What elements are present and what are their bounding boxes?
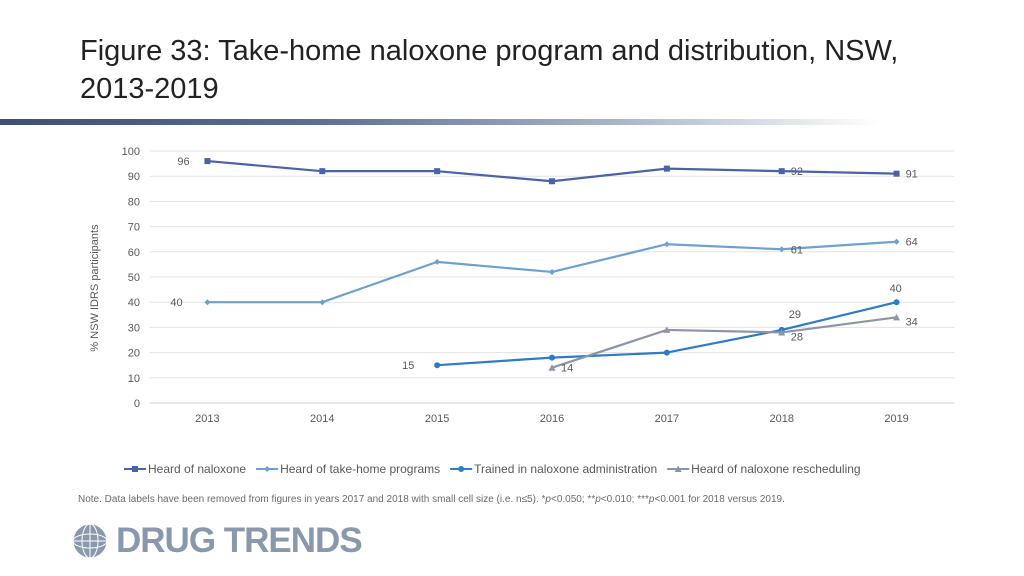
data-point	[548, 364, 556, 371]
series-line	[551, 316, 897, 369]
data-point	[434, 258, 441, 265]
legend-swatch-marker	[132, 466, 138, 472]
data-label: 40	[890, 283, 902, 295]
y-tick-label: 30	[128, 322, 140, 334]
legend-label: Trained in naloxone administration	[474, 462, 657, 476]
drug-trends-logo: DRUG TRENDS	[70, 521, 410, 561]
data-point	[778, 328, 786, 336]
x-tick-label: 2016	[540, 413, 564, 425]
data-point	[893, 313, 901, 321]
data-label: 64	[906, 237, 918, 249]
legend-label: Heard of naloxone rescheduling	[691, 462, 860, 476]
data-point	[204, 299, 211, 306]
legend-swatch-marker	[458, 466, 465, 472]
data-label: 29	[789, 309, 801, 321]
data-point	[893, 170, 900, 177]
x-tick-label: 2017	[655, 413, 679, 425]
page-title: Figure 33: Take-home naloxone program an…	[80, 35, 899, 105]
data-point	[434, 362, 441, 369]
data-label: 15	[402, 360, 414, 372]
data-point	[204, 158, 211, 165]
x-tick-label: 2014	[310, 413, 334, 425]
data-point	[893, 238, 900, 245]
y-axis-label: % NSW IDRS participants	[89, 224, 101, 352]
y-tick-label: 0	[134, 398, 140, 410]
data-point	[663, 241, 670, 248]
y-tick-label: 50	[128, 272, 140, 284]
data-point	[663, 326, 671, 333]
legend-swatch-marker	[674, 465, 682, 472]
logo-wordmark: DRUG TRENDS	[116, 521, 363, 560]
data-label: 91	[906, 169, 918, 181]
series-line	[437, 301, 897, 367]
data-label: 28	[791, 331, 803, 343]
y-tick-label: 60	[128, 247, 140, 259]
y-tick-label: 80	[128, 196, 140, 208]
legend-label: Heard of take-home programs	[280, 462, 440, 476]
data-label: 96	[177, 156, 189, 168]
data-point	[663, 165, 670, 172]
data-point	[778, 168, 785, 175]
y-tick-label: 10	[128, 373, 140, 385]
data-point	[319, 168, 326, 175]
y-tick-label: 20	[128, 348, 140, 360]
globe-icon	[72, 523, 108, 559]
chart-note: Note. Data labels have been removed from…	[78, 494, 785, 505]
data-point	[778, 246, 785, 253]
x-tick-label: 2019	[884, 413, 908, 425]
title-divider	[0, 119, 880, 125]
x-tick-label: 2013	[195, 413, 219, 425]
data-point	[319, 299, 326, 306]
data-label: 92	[791, 166, 803, 178]
data-point	[893, 299, 900, 306]
legend-label: Heard of naloxone	[148, 462, 246, 476]
data-label: 34	[906, 316, 918, 328]
data-label: 14	[561, 363, 573, 375]
y-tick-label: 70	[128, 222, 140, 234]
data-label: 40	[170, 297, 182, 309]
data-label: 61	[791, 244, 803, 256]
x-tick-label: 2018	[769, 413, 793, 425]
data-point	[434, 168, 441, 175]
data-point	[549, 178, 555, 185]
legend-swatch-marker	[264, 466, 271, 472]
x-tick-label: 2015	[425, 413, 449, 425]
data-point	[549, 268, 555, 275]
y-tick-label: 100	[122, 146, 140, 158]
data-point	[549, 354, 555, 361]
data-point	[663, 349, 670, 356]
y-tick-label: 40	[128, 297, 140, 309]
y-tick-label: 90	[128, 171, 140, 183]
